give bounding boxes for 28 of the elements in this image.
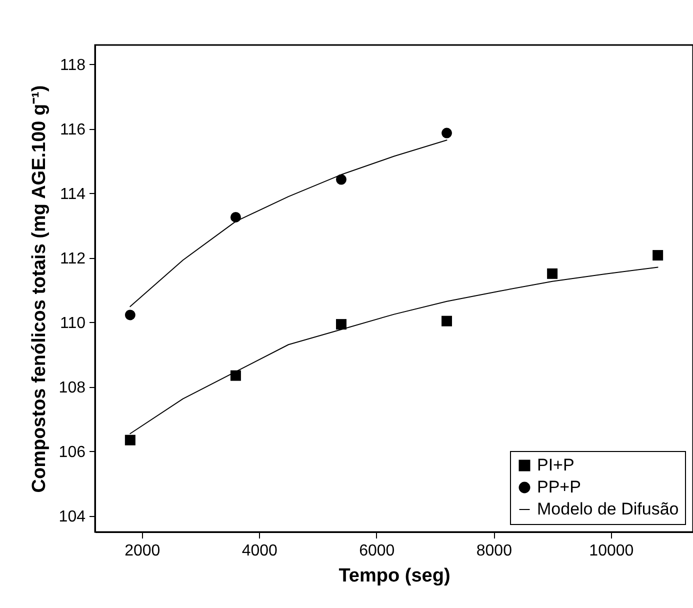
y-tick-label: 112: [60, 250, 86, 268]
y-tick-label: 106: [58, 444, 86, 461]
y-tick-label: 116: [60, 121, 86, 138]
point: [547, 268, 558, 279]
x-tick-label: 8000: [476, 542, 512, 560]
point: [442, 128, 452, 138]
legend-label: Modelo de Difusão: [537, 500, 679, 518]
y-tick-label: 110: [60, 314, 86, 332]
x-axis-title: Tempo (seg): [338, 566, 450, 586]
x-tick-label: 4000: [242, 542, 278, 560]
y-tick-label: 118: [60, 56, 86, 74]
legend-label: PP+P: [537, 478, 581, 496]
point: [336, 174, 346, 185]
y-tick-label: 104: [58, 508, 86, 526]
point: [652, 250, 664, 261]
y-axis-title: Compostos fenólicos totais (mg AGE.100 g⁻¹): [28, 85, 50, 493]
point: [230, 370, 241, 381]
y-tick-label: 114: [60, 186, 86, 203]
point: [124, 310, 136, 320]
point: [230, 212, 241, 222]
x-tick-label: 2000: [124, 542, 160, 560]
x-tick-label: 6000: [359, 542, 395, 560]
point: [336, 319, 346, 330]
point: [442, 316, 452, 326]
y-tick-label: 108: [58, 379, 86, 396]
legend-label: PI+P: [537, 456, 574, 474]
x-tick-label: 10000: [589, 542, 634, 560]
point: [124, 434, 136, 446]
